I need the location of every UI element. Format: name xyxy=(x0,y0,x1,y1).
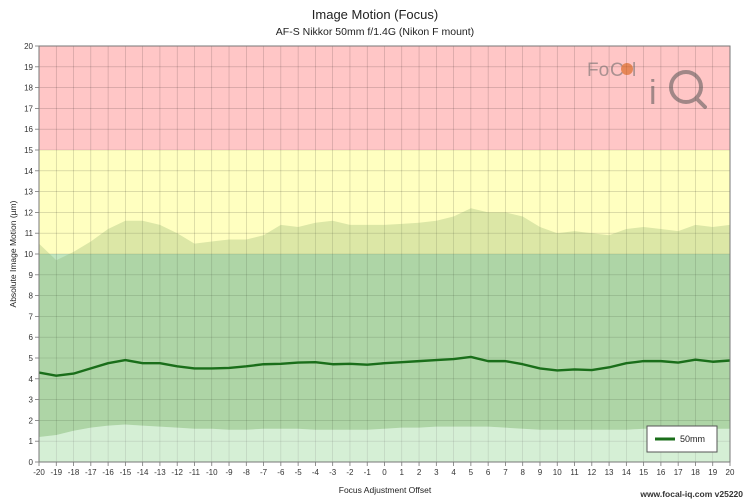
x-tick-label: 1 xyxy=(400,468,405,477)
x-tick-label: 2 xyxy=(417,468,422,477)
x-tick-label: 18 xyxy=(691,468,700,477)
x-tick-label: 15 xyxy=(639,468,648,477)
x-tick-label: 5 xyxy=(469,468,474,477)
y-tick-label: 1 xyxy=(29,437,34,446)
x-tick-label: -17 xyxy=(85,468,97,477)
x-tick-label: 6 xyxy=(486,468,491,477)
legend-label: 50mm xyxy=(680,434,705,444)
x-tick-label: 0 xyxy=(382,468,387,477)
series-line-0 xyxy=(38,355,731,377)
x-tick-label: -7 xyxy=(260,468,268,477)
x-tick-label: 12 xyxy=(587,468,596,477)
x-tick-label: -18 xyxy=(68,468,80,477)
y-tick-label: 13 xyxy=(24,188,33,197)
y-tick-label: 17 xyxy=(24,104,33,113)
zone-backgrounds xyxy=(39,46,730,462)
variation-band xyxy=(39,208,730,462)
x-tick-label: 17 xyxy=(674,468,683,477)
y-tick-label: 7 xyxy=(29,312,34,321)
x-tick-label: -19 xyxy=(50,468,62,477)
x-tick-label: 3 xyxy=(434,468,439,477)
svg-text:Fo: Fo xyxy=(587,60,609,81)
x-tick-label: -10 xyxy=(206,468,218,477)
x-tick-label: -5 xyxy=(295,468,303,477)
x-tick-label: 16 xyxy=(656,468,665,477)
chart-subtitle: AF-S Nikkor 50mm f/1.4G (Nikon F mount) xyxy=(276,26,474,38)
x-tick-label: -4 xyxy=(312,468,320,477)
y-tick-label: 6 xyxy=(29,333,34,342)
y-tick-label: 18 xyxy=(24,84,33,93)
zone-1 xyxy=(39,150,730,254)
y-tick-label: 5 xyxy=(29,354,34,363)
y-tick-label: 2 xyxy=(29,416,34,425)
x-tick-label: 4 xyxy=(451,468,456,477)
y-tick-label: 16 xyxy=(24,125,33,134)
x-tick-label: -1 xyxy=(364,468,372,477)
x-tick-label: 8 xyxy=(520,468,525,477)
x-tick-label: -6 xyxy=(277,468,285,477)
y-tick-label: 14 xyxy=(24,167,33,176)
y-tick-label: 15 xyxy=(24,146,33,155)
variation-band-upper xyxy=(39,208,730,438)
series-group xyxy=(38,355,731,377)
variation-band-lower xyxy=(39,424,730,462)
legend: 50mm xyxy=(646,425,718,453)
x-tick-label: 11 xyxy=(570,468,579,477)
x-tick-label: -14 xyxy=(137,468,149,477)
x-tick-label: 13 xyxy=(605,468,614,477)
x-tick-label: 7 xyxy=(503,468,508,477)
svg-text:C: C xyxy=(610,60,624,81)
x-tick-label: 9 xyxy=(538,468,543,477)
x-tick-label: -11 xyxy=(189,468,201,477)
svg-text:i: i xyxy=(649,74,657,112)
x-tick-label: 20 xyxy=(726,468,735,477)
footer-version: www.focal-iq.com v25220 xyxy=(639,489,743,499)
y-tick-label: 19 xyxy=(24,63,33,72)
x-tick-label: -15 xyxy=(120,468,132,477)
x-axis-ticks: -20 -19 -18 -17 -16 -15 -14 -13 -12 -11 -10 -9 -8 -7-… xyxy=(33,462,735,477)
x-tick-label: -3 xyxy=(329,468,337,477)
y-tick-label: 4 xyxy=(29,375,34,384)
zone-0 xyxy=(39,254,730,462)
chart-title: Image Motion (Focus) xyxy=(312,7,438,22)
logo-dot-icon xyxy=(621,63,633,75)
y-tick-label: 9 xyxy=(29,271,34,280)
y-tick-label: 20 xyxy=(24,42,33,51)
x-tick-label: -9 xyxy=(225,468,233,477)
x-tick-label: 10 xyxy=(553,468,562,477)
x-axis-label: Focus Adjustment Offset xyxy=(339,485,432,495)
y-tick-label: 8 xyxy=(29,292,34,301)
y-tick-label: 11 xyxy=(25,229,34,238)
x-tick-label: -12 xyxy=(171,468,183,477)
magnifier-icon xyxy=(669,70,703,104)
x-tick-label: -2 xyxy=(346,468,354,477)
y-tick-label: 3 xyxy=(29,396,34,405)
y-tick-label: 10 xyxy=(24,250,33,259)
focal-iq-logo: Fo C l i xyxy=(587,60,707,112)
y-tick-label: 0 xyxy=(29,458,34,467)
x-tick-label: -8 xyxy=(243,468,251,477)
y-tick-label: 12 xyxy=(24,208,33,217)
x-tick-label: 14 xyxy=(622,468,631,477)
plot-area xyxy=(38,45,731,463)
y-axis-label: Absolute Image Motion (µm) xyxy=(8,200,18,307)
x-tick-label: -16 xyxy=(102,468,114,477)
zone-2 xyxy=(39,46,730,150)
svg-text:l: l xyxy=(632,60,636,81)
x-tick-label: 19 xyxy=(708,468,717,477)
x-tick-label: -20 xyxy=(33,468,45,477)
x-tick-label: -13 xyxy=(154,468,166,477)
